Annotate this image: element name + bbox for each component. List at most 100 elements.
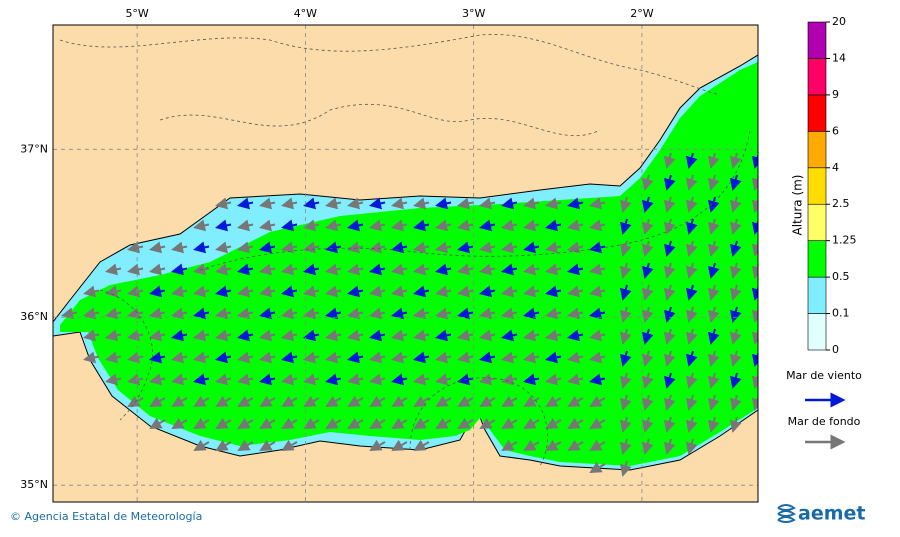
swell-arrow <box>589 417 606 429</box>
swell-arrow <box>545 197 562 210</box>
swell-arrow <box>501 285 518 298</box>
wind-sea-arrow <box>281 219 298 232</box>
swell-arrow <box>83 307 100 320</box>
wind-sea-arrow <box>619 350 632 367</box>
wind-sea-arrow <box>523 307 540 320</box>
swell-arrow <box>685 416 698 433</box>
swell-arrow <box>193 219 210 232</box>
swell-arrow <box>729 196 742 213</box>
swell-arrow <box>663 196 676 213</box>
swell-arrow <box>193 395 210 407</box>
colorbar-tick-label: 4 <box>832 161 839 174</box>
swell-arrow <box>391 197 408 210</box>
swell-arrow <box>237 439 254 451</box>
wind-sea-arrow <box>457 307 474 320</box>
wind-sea-arrow <box>619 218 632 235</box>
colorbar-tick-label: 14 <box>832 51 846 64</box>
wind-sea-arrow <box>435 329 452 342</box>
wind-sea-arrow <box>751 152 758 169</box>
swell-arrow <box>369 439 386 451</box>
swell-arrow <box>619 416 632 433</box>
swell-arrow <box>641 438 654 455</box>
wind-sea-arrow <box>567 263 584 276</box>
colorbar-segment <box>807 21 827 59</box>
swell-arrow <box>641 284 654 301</box>
swell-arrow <box>751 196 758 213</box>
swell-arrow <box>303 417 320 429</box>
wind-sea-arrow <box>545 351 562 364</box>
swell-arrow <box>215 373 232 386</box>
wind-sea-arrow <box>171 329 188 342</box>
colorbar-tick-label: 0 <box>832 343 839 356</box>
swell-arrow <box>545 263 562 276</box>
wind-sea-arrow <box>751 218 758 235</box>
swell-arrow <box>567 439 584 451</box>
swell-arrow <box>729 218 742 235</box>
swell-arrow <box>259 263 276 276</box>
wind-sea-arrow <box>685 152 698 169</box>
swell-arrow <box>589 395 606 407</box>
wind-sea-arrow <box>347 351 364 364</box>
map <box>53 25 758 502</box>
swell-arrow <box>83 329 100 342</box>
colorbar-segment <box>807 167 827 205</box>
wind-sea-arrow <box>619 284 632 301</box>
swell-arrow <box>369 417 386 429</box>
wind-sea-arrow <box>369 197 386 210</box>
wind-sea-arrow <box>729 240 742 257</box>
swell-arrow <box>751 394 758 411</box>
swell-arrow <box>707 372 720 389</box>
wind-sea-arrow <box>663 306 676 323</box>
wind-sea-arrow <box>215 351 232 364</box>
wind-sea-arrow <box>347 219 364 232</box>
swell-arrow <box>149 417 166 429</box>
colorbar-tick-label: 1.25 <box>832 234 857 247</box>
colorbar-tick-label: 20 <box>832 15 846 28</box>
swell-arrow <box>215 307 232 320</box>
wind-sea-arrow <box>347 285 364 298</box>
map-frame <box>52 24 759 503</box>
swell-arrow <box>303 219 320 232</box>
swell-arrow <box>413 241 430 254</box>
wind-sea-arrow <box>369 329 386 342</box>
swell-arrow <box>149 307 166 320</box>
swell-arrow <box>347 329 364 342</box>
swell-arrow <box>413 439 430 451</box>
colorbar-segment <box>807 58 827 96</box>
swell-arrow <box>413 329 430 342</box>
swell-arrow <box>259 351 276 364</box>
swell-arrow <box>259 329 276 342</box>
swell-arrow <box>751 372 758 389</box>
swell-arrow <box>567 373 584 386</box>
wind-sea-arrow <box>259 241 276 254</box>
colorbar-segment <box>807 276 827 314</box>
swell-arrow <box>215 417 232 429</box>
swell-arrow <box>707 218 720 235</box>
swell-arrow <box>501 241 518 254</box>
swell-arrow <box>619 460 632 477</box>
x-tick-label: 4°W <box>294 7 317 20</box>
wind-sea-arrow <box>149 351 166 364</box>
swell-arrow <box>457 197 474 210</box>
wind-sea-arrow <box>567 329 584 342</box>
wind-sea-arrow <box>501 263 518 276</box>
wind-sea-arrow <box>479 351 496 364</box>
swell-arrow <box>641 394 654 411</box>
wind-sea-arrow <box>193 307 210 320</box>
swell-arrow <box>501 395 518 407</box>
swell-arrow <box>105 351 122 364</box>
swell-arrow <box>523 439 540 451</box>
swell-arrow <box>347 373 364 386</box>
swell-arrow <box>663 394 676 411</box>
wind-sea-arrow <box>369 263 386 276</box>
swell-arrow <box>391 285 408 298</box>
wind-sea-arrow <box>237 197 254 210</box>
colorbar-tick-label: 0.5 <box>832 270 850 283</box>
swell-arrow <box>435 241 452 254</box>
swell-arrow <box>501 307 518 320</box>
swell-arrow <box>325 197 342 210</box>
wind-sea-arrow <box>567 197 584 210</box>
swell-arrow <box>105 285 122 298</box>
swell-arrow <box>127 351 144 364</box>
wind-sea-arrow <box>523 241 540 254</box>
